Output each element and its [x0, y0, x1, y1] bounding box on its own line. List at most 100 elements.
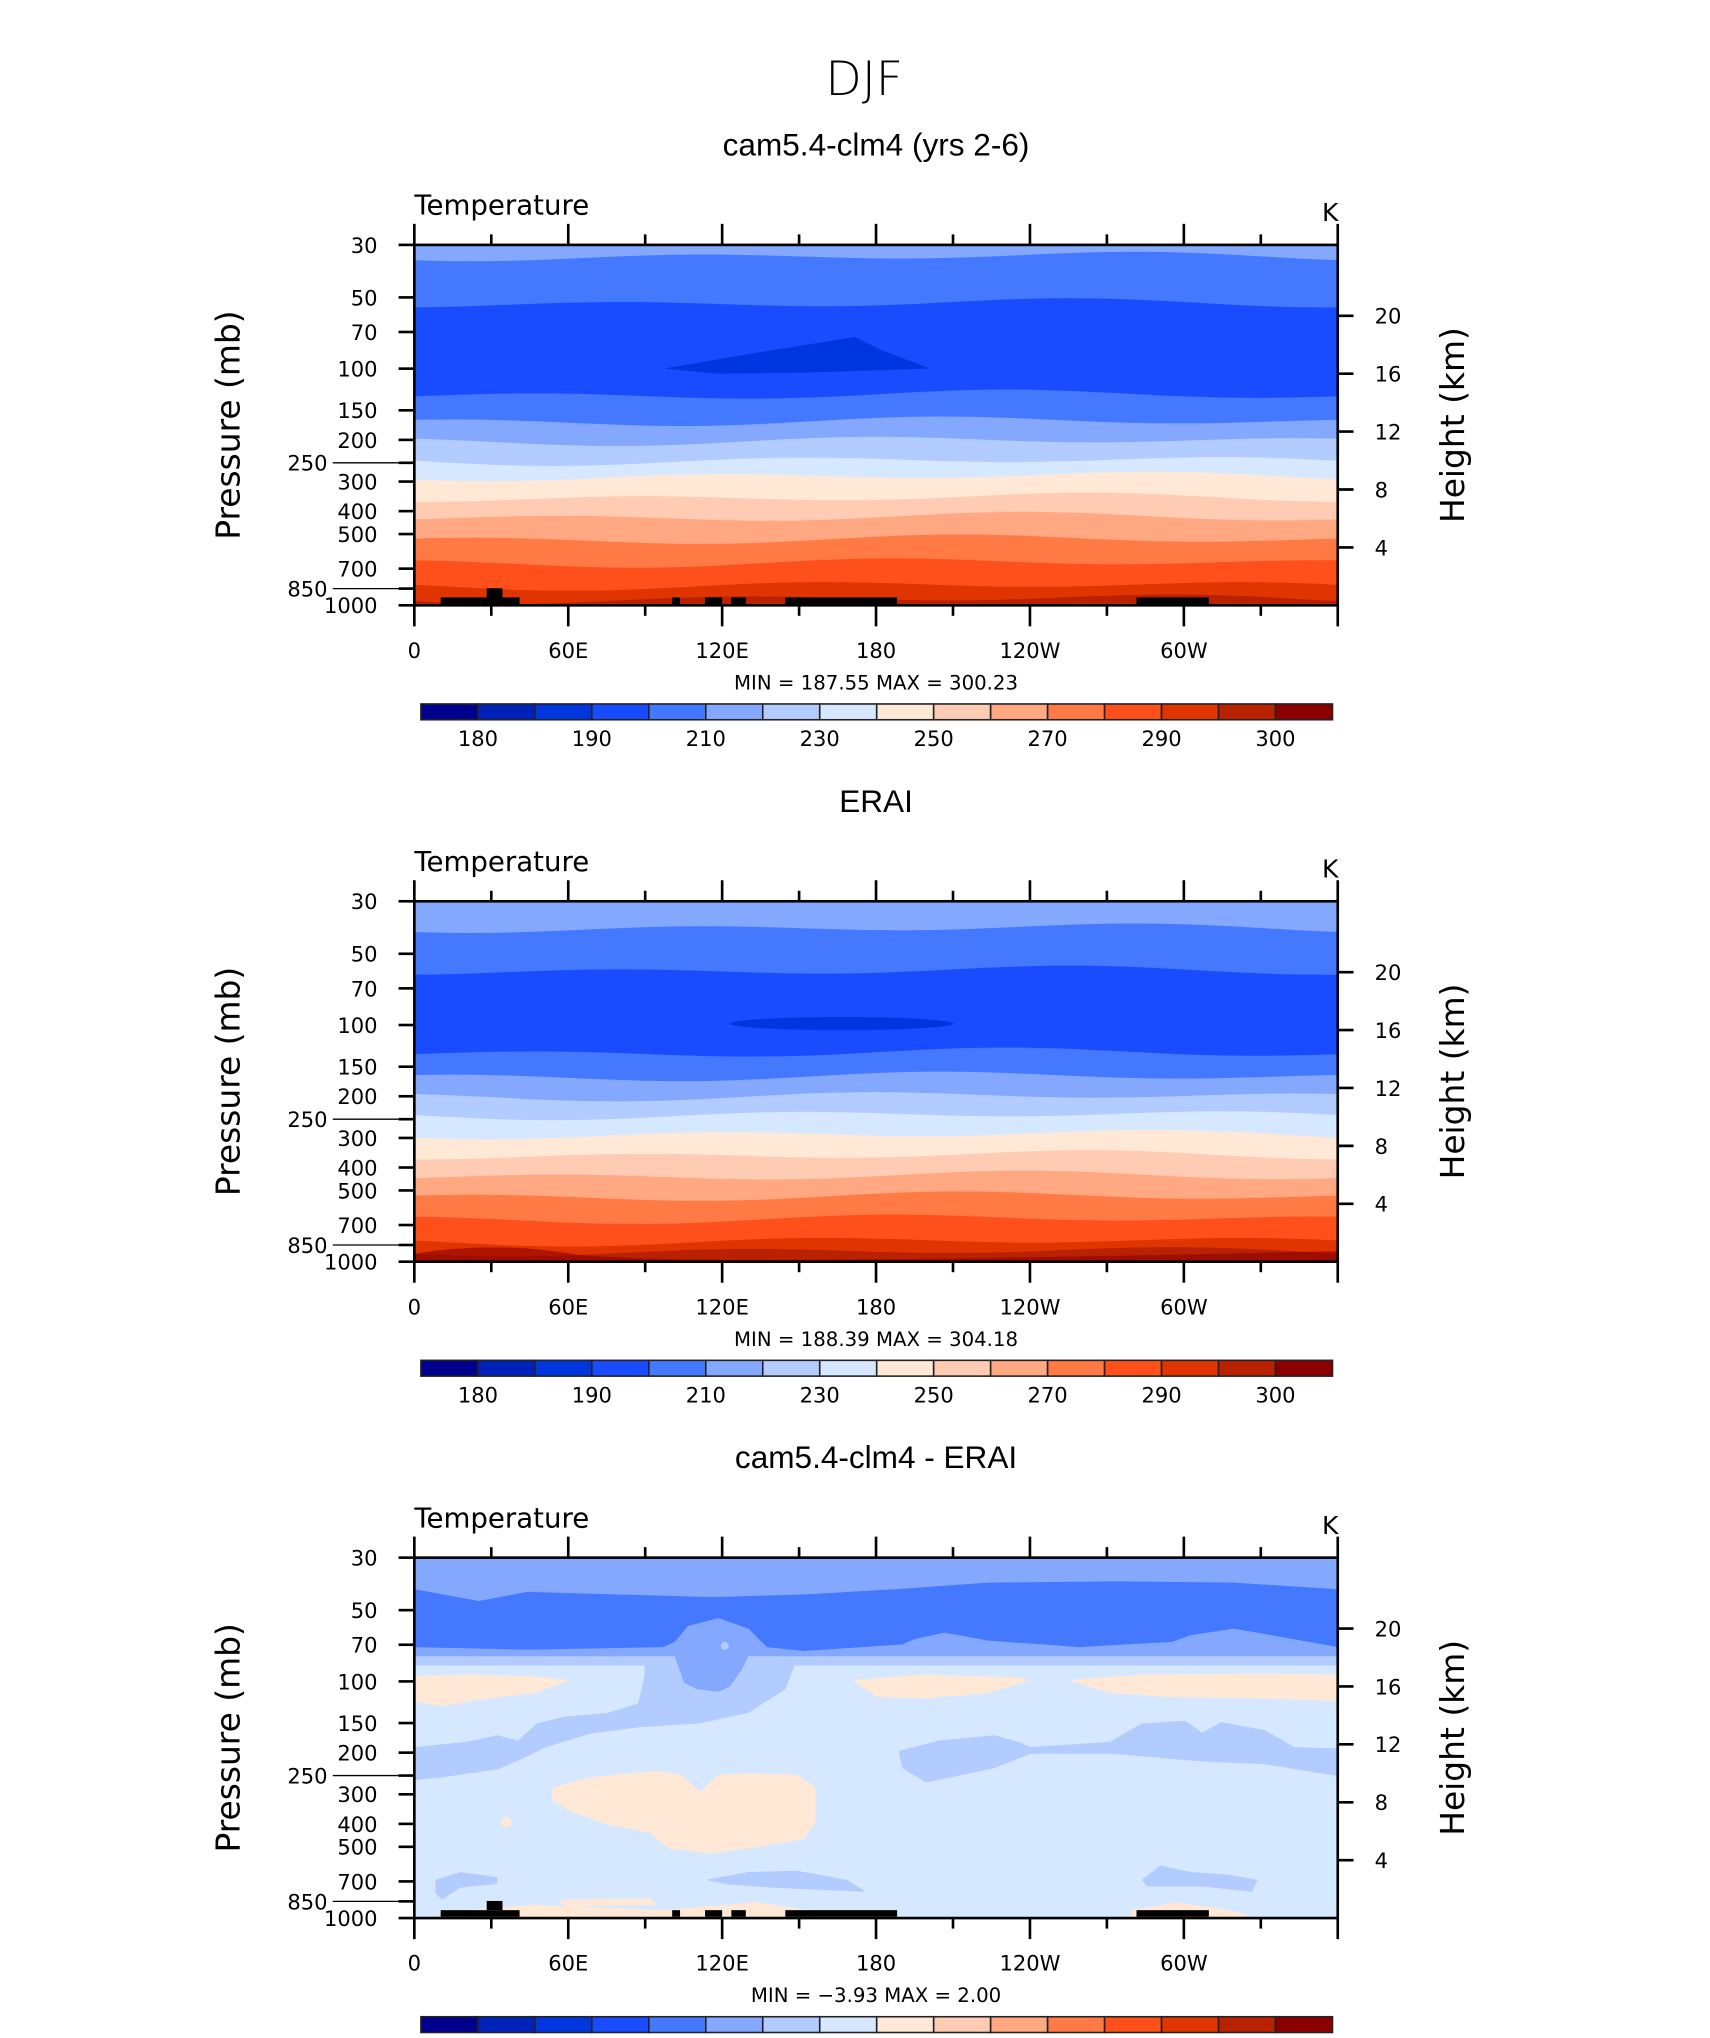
y-tick-label: 1000 [324, 1250, 378, 1275]
y2-tick-label: 4 [1375, 1192, 1388, 1217]
contour-band [435, 1872, 498, 1900]
contour-band [414, 1581, 1338, 1652]
colorbar-swatch [1274, 703, 1334, 721]
y-tick-label: 250 [287, 1763, 327, 1788]
y2-tick-label: 16 [1375, 1674, 1402, 1699]
contour-band [1141, 1865, 1258, 1892]
y-axis-label: Pressure (mb) [208, 967, 247, 1196]
x-tick-label: 120W [999, 1294, 1060, 1319]
variable-label: Temperature [413, 189, 589, 222]
y-tick-label: 300 [337, 1126, 377, 1151]
colorbar-swatch [1103, 703, 1163, 721]
colorbar-swatch [818, 703, 878, 721]
variable-label: Temperature [413, 1501, 589, 1534]
y-tick-label: 70 [351, 1633, 378, 1658]
y-tick-label: 850 [287, 576, 327, 601]
y-tick-label: 150 [337, 1711, 377, 1736]
panel-title: ERAI [839, 783, 913, 819]
topography-mask [731, 597, 746, 604]
colorbar-label: 300 [1255, 726, 1295, 751]
y-tick-label: 400 [337, 1155, 377, 1180]
contour-band [1068, 1673, 1338, 1702]
colorbar-swatch [1160, 1359, 1220, 1377]
y2-axis-label: Height (km) [1433, 1640, 1472, 1836]
y-tick-label: 100 [337, 357, 377, 382]
colorbar-swatch [591, 2015, 650, 2034]
y2-tick-label: 12 [1375, 1076, 1402, 1101]
contour-band [501, 1816, 512, 1828]
y-axis-label: Pressure (mb) [208, 1623, 247, 1852]
colorbar-swatch [534, 1359, 593, 1377]
colorbar-swatch [648, 2015, 707, 2034]
y2-tick-label: 8 [1375, 1790, 1388, 1815]
x-tick-label: 60W [1160, 638, 1208, 663]
y-tick-label: 850 [287, 1233, 327, 1258]
colorbar-swatch [875, 2015, 935, 2034]
colorbar-label: 210 [686, 726, 726, 751]
units-label: K [1322, 1511, 1339, 1540]
colorbar-swatch [875, 703, 935, 721]
colorbar-swatch [1103, 2015, 1163, 2034]
colorbar-label: 190 [572, 1382, 612, 1407]
colorbar-swatch [989, 1359, 1049, 1377]
colorbar-swatch [420, 1359, 479, 1377]
units-label: K [1322, 855, 1339, 884]
panel-1: cam5.4-clm4 (yrs 2-6) Temperature K 0 60E 120… [208, 126, 1472, 751]
y-tick-label: 30 [351, 889, 378, 914]
topography-mask [705, 597, 723, 604]
y-tick-label: 150 [337, 398, 377, 423]
x-tick-label: 60W [1160, 1951, 1208, 1976]
y-tick-label: 850 [287, 1889, 327, 1914]
y2-tick-label: 20 [1375, 960, 1402, 985]
x-tick-label: 60E [548, 1951, 588, 1976]
topography-mask [440, 597, 520, 604]
x-tick-label: 60E [548, 1294, 588, 1319]
y-axis-label: Pressure (mb) [208, 310, 247, 539]
y-tick-label: 250 [287, 1107, 327, 1132]
colorbar-swatch [704, 2015, 764, 2034]
colorbar-swatch [1046, 2015, 1106, 2034]
variable-label: Temperature [413, 845, 589, 878]
colorbar-swatch [534, 2015, 593, 2034]
x-tick-label: 120E [695, 1951, 748, 1976]
min-max-stats: MIN = −3.93 MAX = 2.00 [751, 1984, 1001, 2007]
contour-band [414, 1674, 571, 1707]
y-tick-label: 200 [337, 428, 377, 453]
contour-band [466, 1902, 809, 1919]
topography-mask [440, 1910, 520, 1917]
x-tick-label: 180 [856, 638, 896, 663]
x-tick-label: 60E [548, 638, 588, 663]
colorbar-swatch [761, 2015, 821, 2034]
x-tick-label: 180 [856, 1294, 896, 1319]
colorbar-swatch [591, 1359, 650, 1377]
colorbar-label: 180 [458, 726, 498, 751]
colorbar-swatch [534, 703, 593, 721]
colorbar-swatch [648, 703, 707, 721]
topography-mask [731, 1910, 746, 1917]
colorbar-label: 210 [686, 1382, 726, 1407]
contour-band [898, 1720, 1338, 1783]
min-max-stats: MIN = 188.39 MAX = 304.18 [734, 1328, 1018, 1351]
colorbar-label: 230 [800, 1382, 840, 1407]
y-tick-label: 300 [337, 469, 377, 494]
topography-mask [705, 1910, 723, 1917]
topography-mask [672, 597, 681, 604]
x-tick-label: 60W [1160, 1294, 1208, 1319]
y-tick-label: 200 [337, 1741, 377, 1766]
colorbar-label: 250 [914, 726, 954, 751]
y-tick-label: 30 [351, 1546, 378, 1571]
y2-tick-label: 4 [1375, 1848, 1388, 1873]
colorbar-swatch [704, 703, 764, 721]
colorbar-swatch [875, 1359, 935, 1377]
y-tick-label: 70 [351, 976, 378, 1001]
colorbar-swatch [591, 703, 650, 721]
x-tick-label: 120W [999, 638, 1060, 663]
colorbar-label: 290 [1141, 726, 1181, 751]
x-tick-label: 120E [695, 638, 748, 663]
x-tick-label: 180 [856, 1951, 896, 1976]
topography-mask [785, 597, 898, 604]
x-tick-label: 0 [408, 1294, 421, 1319]
contour-field [414, 901, 1338, 1262]
y2-axis-label: Height (km) [1433, 327, 1472, 523]
